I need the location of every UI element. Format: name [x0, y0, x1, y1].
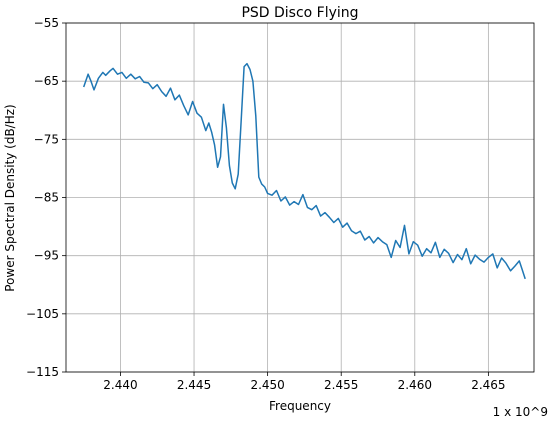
axis-ticks: 2.440 2.445 2.450 2.455 2.460 2.465 −55 −65 −75 −…	[26, 16, 506, 392]
grid-lines	[66, 22, 534, 373]
x-offset-label: 1 x 10^9	[493, 405, 548, 419]
y-tick-label: −85	[34, 191, 59, 205]
x-tick-label: 2.465	[471, 378, 505, 392]
x-tick-label: 2.445	[177, 378, 211, 392]
y-tick-label: −55	[34, 16, 59, 30]
plot-frame	[65, 22, 535, 373]
psd-series-line	[82, 62, 526, 280]
x-tick-label: 2.460	[398, 378, 432, 392]
x-tick-label: 2.455	[324, 378, 358, 392]
y-axis-label: Power Spectral Density (dB/Hz)	[3, 104, 17, 291]
x-tick-label: 2.440	[103, 378, 137, 392]
x-axis-label: Frequency	[269, 399, 331, 413]
chart-title: PSD Disco Flying	[241, 5, 358, 21]
y-tick-label: −105	[26, 307, 59, 321]
y-tick-label: −95	[34, 249, 59, 263]
y-tick-label: −75	[34, 132, 59, 146]
x-tick-label: 2.450	[250, 378, 284, 392]
y-tick-label: −65	[34, 74, 59, 88]
series-layer	[82, 62, 526, 280]
y-tick-label: −115	[26, 365, 59, 379]
